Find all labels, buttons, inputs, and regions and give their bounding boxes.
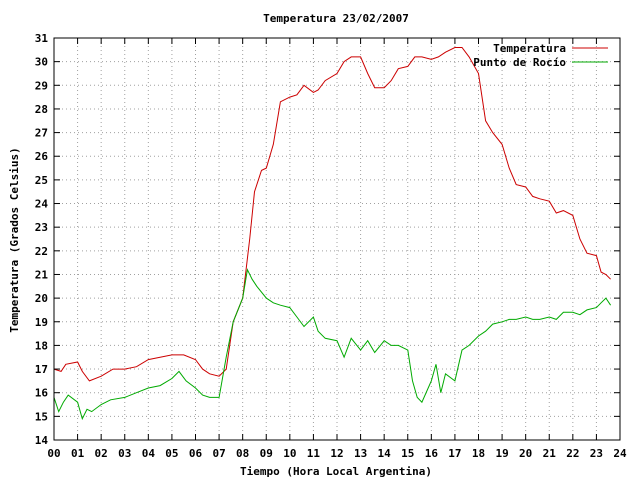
x-tick-label: 18 (472, 447, 485, 460)
x-tick-label: 02 (95, 447, 108, 460)
x-tick-label: 10 (283, 447, 296, 460)
x-tick-label: 19 (495, 447, 508, 460)
x-tick-label: 04 (142, 447, 156, 460)
x-tick-label: 24 (613, 447, 627, 460)
axis-ticks: 00 01 02 03 04 05 06 07 08 09 10 11 12 13 14 15 16 17 18 19… (35, 32, 627, 460)
y-tick-label: 19 (35, 316, 48, 329)
x-tick-label: 09 (260, 447, 273, 460)
x-tick-label: 08 (236, 447, 249, 460)
series-line-punto-de-rocio (53, 268, 612, 421)
x-tick-label: 15 (401, 447, 414, 460)
chart-title: Temperatura 23/02/2007 (263, 12, 409, 25)
x-tick-label: 22 (566, 447, 579, 460)
x-tick-label: 07 (212, 447, 225, 460)
x-tick-label: 05 (165, 447, 178, 460)
y-tick-label: 24 (35, 198, 49, 211)
x-tick-label: 16 (425, 447, 439, 460)
grid-lines (54, 38, 620, 440)
x-tick-label: 00 (47, 447, 60, 460)
y-tick-label: 16 (35, 387, 49, 400)
y-tick-label: 30 (35, 56, 48, 69)
y-tick-label: 17 (35, 363, 48, 376)
x-tick-label: 20 (519, 447, 532, 460)
y-tick-label: 29 (35, 79, 48, 92)
x-tick-label: 06 (189, 447, 203, 460)
y-tick-label: 26 (35, 150, 49, 163)
legend-label: Punto de Rocío (473, 56, 566, 69)
y-tick-label: 14 (35, 434, 49, 447)
x-tick-label: 21 (543, 447, 557, 460)
y-tick-label: 21 (35, 268, 49, 281)
x-tick-label: 11 (307, 447, 321, 460)
series-layer (53, 47, 612, 421)
y-tick-label: 28 (35, 103, 48, 116)
x-tick-label: 17 (448, 447, 461, 460)
x-tick-label: 14 (378, 447, 392, 460)
x-tick-label: 13 (354, 447, 367, 460)
y-tick-label: 18 (35, 339, 48, 352)
y-tick-label: 23 (35, 221, 48, 234)
legend-label: Temperatura (493, 42, 566, 55)
x-tick-label: 23 (590, 447, 603, 460)
x-tick-label: 03 (118, 447, 131, 460)
y-tick-label: 31 (35, 32, 49, 45)
y-tick-label: 22 (35, 245, 48, 258)
y-tick-label: 15 (35, 410, 48, 423)
series-line-temperatura (53, 47, 611, 382)
x-axis-label: Tiempo (Hora Local Argentina) (240, 465, 432, 478)
y-tick-label: 20 (35, 292, 48, 305)
y-tick-label: 27 (35, 127, 48, 140)
y-axis-label: Temperatura (Grados Celsius) (8, 147, 21, 332)
y-tick-label: 25 (35, 174, 48, 187)
x-tick-label: 12 (330, 447, 343, 460)
x-tick-label: 01 (71, 447, 85, 460)
